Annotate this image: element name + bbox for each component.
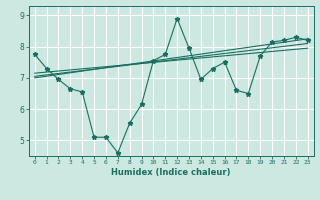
X-axis label: Humidex (Indice chaleur): Humidex (Indice chaleur) xyxy=(111,168,231,177)
